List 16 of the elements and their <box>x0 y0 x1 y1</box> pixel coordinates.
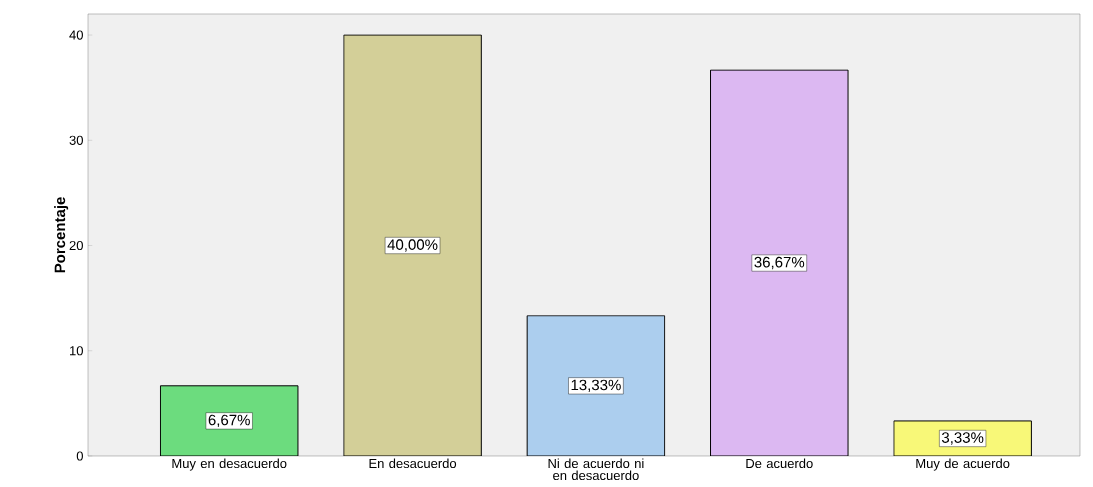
data-label: 36,67% <box>754 256 805 270</box>
x-tick-label: Muy de acuerdo <box>916 458 1010 471</box>
y-axis-title: Porcentaje <box>54 197 69 273</box>
y-tick-label: 30 <box>69 135 83 145</box>
y-tick-label: 10 <box>70 346 83 356</box>
data-label: 40,00% <box>387 239 438 252</box>
x-tick-label: Muy en desacuerdo <box>172 458 287 471</box>
y-tick-label: 40 <box>69 30 83 40</box>
data-label: 6,67% <box>208 414 250 428</box>
y-tick-label: 20 <box>69 240 83 251</box>
data-label: 3,33% <box>941 432 984 445</box>
y-tick-label: 0 <box>76 451 83 461</box>
x-tick-label: De acuerdo <box>746 458 813 469</box>
data-label: 13,33% <box>571 379 621 393</box>
x-tick-label: Ni de acuerdo ni en desacuerdo <box>548 458 644 481</box>
x-tick-label: En desacuerdo <box>369 458 457 469</box>
